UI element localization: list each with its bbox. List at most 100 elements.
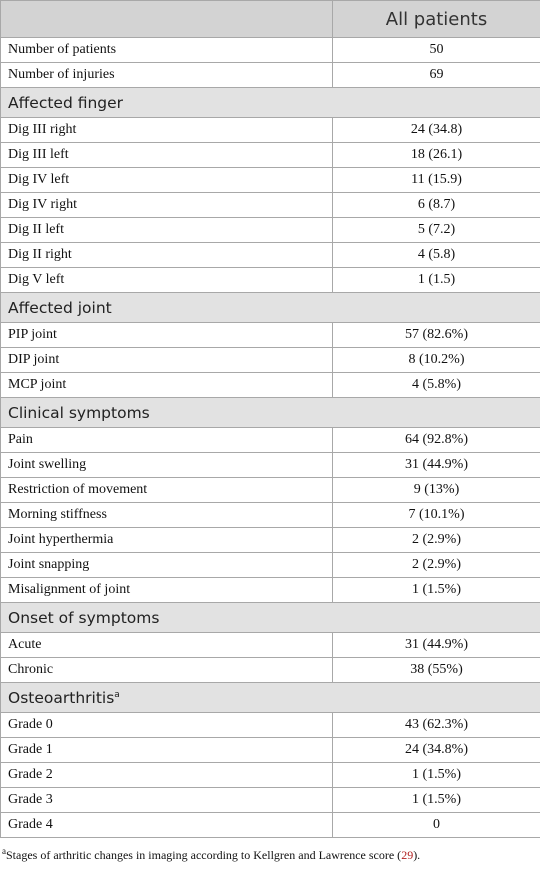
row-label: Misalignment of joint bbox=[0, 577, 333, 603]
footnote-mark: a bbox=[2, 846, 6, 856]
row-label: Dig III left bbox=[0, 142, 333, 168]
header-blank bbox=[0, 0, 333, 38]
row-label: Number of injuries bbox=[0, 62, 333, 88]
section-cell: Onset of symptoms bbox=[0, 602, 540, 633]
section-title: Affected finger bbox=[8, 93, 124, 112]
table-row: Number of patients 50 bbox=[0, 37, 540, 63]
row-label: Number of patients bbox=[0, 37, 333, 63]
row-label: Chronic bbox=[0, 657, 333, 683]
row-value: 18 (26.1) bbox=[332, 142, 540, 168]
row-label: Acute bbox=[0, 632, 333, 658]
table-row: Dig III right 24 (34.8) bbox=[0, 117, 540, 143]
table-row: Misalignment of joint 1 (1.5%) bbox=[0, 577, 540, 603]
section-cell: Clinical symptoms bbox=[0, 397, 540, 428]
row-label: Joint snapping bbox=[0, 552, 333, 578]
table-row: Dig II left 5 (7.2) bbox=[0, 217, 540, 243]
row-value: 38 (55%) bbox=[332, 657, 540, 683]
row-label: Dig IV right bbox=[0, 192, 333, 218]
row-value: 9 (13%) bbox=[332, 477, 540, 503]
footnote-ref[interactable]: 29 bbox=[401, 848, 414, 862]
row-value: 31 (44.9%) bbox=[332, 632, 540, 658]
table-row: MCP joint 4 (5.8%) bbox=[0, 372, 540, 398]
table-row: Dig IV left 11 (15.9) bbox=[0, 167, 540, 193]
row-value: 11 (15.9) bbox=[332, 167, 540, 193]
row-label: Dig II left bbox=[0, 217, 333, 243]
row-value: 43 (62.3%) bbox=[332, 712, 540, 738]
footnote: aStages of arthritic changes in imaging … bbox=[0, 838, 540, 863]
section-row: Affected finger bbox=[0, 87, 540, 118]
table-row: Number of injuries 69 bbox=[0, 62, 540, 88]
table-row: Chronic 38 (55%) bbox=[0, 657, 540, 683]
data-table: All patients Number of patients 50 Number … bbox=[0, 0, 540, 838]
table-row: Dig III left 18 (26.1) bbox=[0, 142, 540, 168]
section-row: Clinical symptoms bbox=[0, 397, 540, 428]
section-cell: Osteoarthritisa bbox=[0, 682, 540, 713]
row-label: Restriction of movement bbox=[0, 477, 333, 503]
table-row: Pain 64 (92.8%) bbox=[0, 427, 540, 453]
table-row: Morning stiffness 7 (10.1%) bbox=[0, 502, 540, 528]
row-label: Grade 1 bbox=[0, 737, 333, 763]
table-row: DIP joint 8 (10.2%) bbox=[0, 347, 540, 373]
section-title: Clinical symptoms bbox=[8, 403, 150, 422]
table-row: Grade 1 24 (34.8%) bbox=[0, 737, 540, 763]
row-label: Grade 4 bbox=[0, 812, 333, 838]
row-value: 4 (5.8) bbox=[332, 242, 540, 268]
row-value: 64 (92.8%) bbox=[332, 427, 540, 453]
row-value: 2 (2.9%) bbox=[332, 552, 540, 578]
row-label: Grade 2 bbox=[0, 762, 333, 788]
section-title: Onset of symptoms bbox=[8, 608, 160, 627]
row-value: 69 bbox=[332, 62, 540, 88]
row-value: 0 bbox=[332, 812, 540, 838]
row-value: 24 (34.8) bbox=[332, 117, 540, 143]
row-value: 5 (7.2) bbox=[332, 217, 540, 243]
row-label: Dig V left bbox=[0, 267, 333, 293]
row-value: 1 (1.5) bbox=[332, 267, 540, 293]
section-cell: Affected joint bbox=[0, 292, 540, 323]
row-value: 7 (10.1%) bbox=[332, 502, 540, 528]
table-row: Joint snapping 2 (2.9%) bbox=[0, 552, 540, 578]
section-note: a bbox=[114, 689, 120, 700]
section-title: Osteoarthritis bbox=[8, 688, 115, 707]
row-label: PIP joint bbox=[0, 322, 333, 348]
section-title: Affected joint bbox=[8, 298, 112, 317]
row-label: Dig III right bbox=[0, 117, 333, 143]
row-value: 1 (1.5%) bbox=[332, 762, 540, 788]
section-row: Affected joint bbox=[0, 292, 540, 323]
row-label: Pain bbox=[0, 427, 333, 453]
table-row: PIP joint 57 (82.6%) bbox=[0, 322, 540, 348]
row-label: Grade 3 bbox=[0, 787, 333, 813]
header-row: All patients bbox=[0, 0, 540, 38]
row-value: 31 (44.9%) bbox=[332, 452, 540, 478]
table-row: Restriction of movement 9 (13%) bbox=[0, 477, 540, 503]
header-cell: All patients bbox=[332, 0, 540, 38]
row-value: 8 (10.2%) bbox=[332, 347, 540, 373]
row-label: DIP joint bbox=[0, 347, 333, 373]
row-value: 6 (8.7) bbox=[332, 192, 540, 218]
row-value: 4 (5.8%) bbox=[332, 372, 540, 398]
row-value: 1 (1.5%) bbox=[332, 787, 540, 813]
table-row: Dig V left 1 (1.5) bbox=[0, 267, 540, 293]
footnote-end: ). bbox=[413, 848, 421, 862]
row-label: Joint swelling bbox=[0, 452, 333, 478]
row-value: 57 (82.6%) bbox=[332, 322, 540, 348]
row-value: 2 (2.9%) bbox=[332, 527, 540, 553]
table-row: Joint swelling 31 (44.9%) bbox=[0, 452, 540, 478]
section-cell: Affected finger bbox=[0, 87, 540, 118]
row-label: Dig IV left bbox=[0, 167, 333, 193]
table-row: Acute 31 (44.9%) bbox=[0, 632, 540, 658]
table-row: Dig II right 4 (5.8) bbox=[0, 242, 540, 268]
section-row: Osteoarthritisa bbox=[0, 682, 540, 713]
table-row: Grade 0 43 (62.3%) bbox=[0, 712, 540, 738]
table-row: Joint hyperthermia 2 (2.9%) bbox=[0, 527, 540, 553]
row-label: Grade 0 bbox=[0, 712, 333, 738]
section-row: Onset of symptoms bbox=[0, 602, 540, 633]
row-value: 24 (34.8%) bbox=[332, 737, 540, 763]
row-label: Joint hyperthermia bbox=[0, 527, 333, 553]
table-row: Dig IV right 6 (8.7) bbox=[0, 192, 540, 218]
row-label: Dig II right bbox=[0, 242, 333, 268]
footnote-text: Stages of arthritic changes in imaging a… bbox=[6, 848, 402, 862]
row-value: 50 bbox=[332, 37, 540, 63]
